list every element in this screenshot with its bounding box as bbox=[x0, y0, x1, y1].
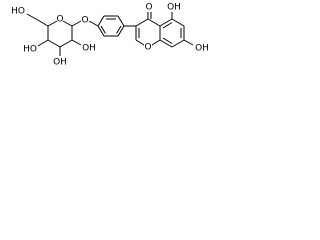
bond bbox=[159, 18, 173, 27]
atom-label: O bbox=[81, 16, 88, 26]
bonds bbox=[26, 12, 194, 56]
bond bbox=[159, 39, 173, 48]
atom-label: HO bbox=[23, 45, 37, 55]
bond bbox=[147, 18, 161, 27]
bond bbox=[117, 25, 125, 37]
bond bbox=[35, 18, 49, 27]
atom-label: OH bbox=[53, 58, 67, 68]
atom-label: O bbox=[144, 43, 151, 53]
atom-label: OH bbox=[195, 44, 209, 54]
bond bbox=[135, 18, 149, 27]
atom-label: HO bbox=[11, 7, 25, 17]
bond bbox=[116, 25, 122, 34]
bond bbox=[97, 25, 105, 37]
atom-label: OH bbox=[82, 44, 96, 54]
bond bbox=[135, 39, 145, 46]
bond bbox=[100, 25, 106, 34]
bond bbox=[117, 15, 125, 27]
bond bbox=[151, 39, 161, 46]
structure-diagram: HO O HO OH OH O O OH O OH bbox=[11, 3, 209, 68]
bond bbox=[88, 20, 99, 27]
bond bbox=[171, 39, 185, 48]
bond bbox=[71, 39, 82, 46]
atom-label: O bbox=[145, 3, 152, 13]
bond bbox=[162, 37, 173, 44]
atom-label: OH bbox=[167, 3, 181, 13]
bond bbox=[47, 39, 61, 48]
bond bbox=[26, 13, 37, 20]
bond bbox=[162, 22, 173, 29]
bond bbox=[71, 20, 82, 27]
bond bbox=[183, 39, 194, 46]
bond bbox=[171, 18, 185, 27]
bond bbox=[47, 20, 58, 27]
atom-label: O bbox=[56, 15, 63, 25]
bond bbox=[59, 39, 73, 48]
bond bbox=[62, 20, 73, 27]
bond bbox=[37, 39, 49, 47]
bond bbox=[97, 15, 105, 27]
